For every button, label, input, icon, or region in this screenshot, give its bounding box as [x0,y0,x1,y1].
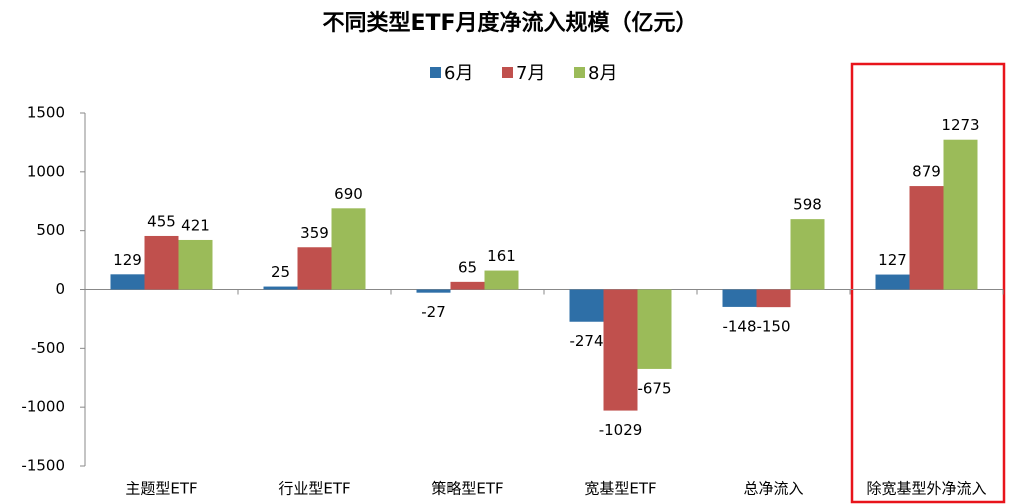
x-tick-label: 宽基型ETF [584,480,656,498]
value-label: 421 [181,216,210,234]
y-tick-label: -1500 [21,457,65,475]
x-tick-label: 策略型ETF [431,480,503,498]
bar [943,139,978,290]
x-tick-label: 除宽基型外净流入 [866,480,986,498]
chart-title: 不同类型ETF月度净流入规模（亿元） [322,10,697,36]
bar [450,281,485,290]
x-tick-label: 行业型ETF [278,480,350,498]
value-label: 161 [487,247,516,265]
value-label: 359 [300,224,329,242]
value-label: 25 [271,263,290,281]
bar [416,289,451,293]
bar [722,289,757,307]
value-label: -274 [569,332,603,350]
bar [144,235,179,290]
value-label: 598 [793,196,822,214]
value-label: 65 [458,258,477,276]
bar [637,289,672,369]
legend-label: 8月 [588,63,617,84]
bar [263,286,298,290]
legend-swatch [574,67,585,78]
legend-swatch [502,67,513,78]
value-label: 879 [912,163,941,181]
bar [297,247,332,290]
value-label: 129 [113,251,142,269]
highlight-box [850,62,1006,504]
x-tick-label: 总净流入 [743,480,803,498]
value-label: 1273 [941,116,979,134]
y-tick-label: 500 [36,221,65,239]
value-label: -1029 [599,421,643,439]
bar [909,186,944,290]
bar [875,274,910,290]
bar [331,208,366,290]
value-label: -148 [722,317,756,335]
value-label: -27 [421,303,446,321]
y-tick-label: -1000 [21,398,65,416]
bar [790,219,825,290]
y-tick-label: 0 [55,280,65,298]
legend-label: 7月 [516,63,545,84]
bar [756,289,791,308]
y-tick-label: 1500 [27,104,65,122]
legend-swatch [430,67,441,78]
value-label: -150 [756,318,790,336]
value-label: 455 [147,212,176,230]
y-tick-label: -500 [31,339,65,357]
bar [110,274,145,290]
x-tick-label: 主题型ETF [125,480,197,498]
y-tick-label: 1000 [27,162,65,180]
value-label: 127 [878,251,907,269]
bar [569,289,604,322]
bar [178,239,213,290]
bar [603,289,638,411]
legend-label: 6月 [444,63,473,84]
value-label: 690 [334,185,363,203]
value-label: -675 [637,379,671,397]
bar [484,270,519,290]
